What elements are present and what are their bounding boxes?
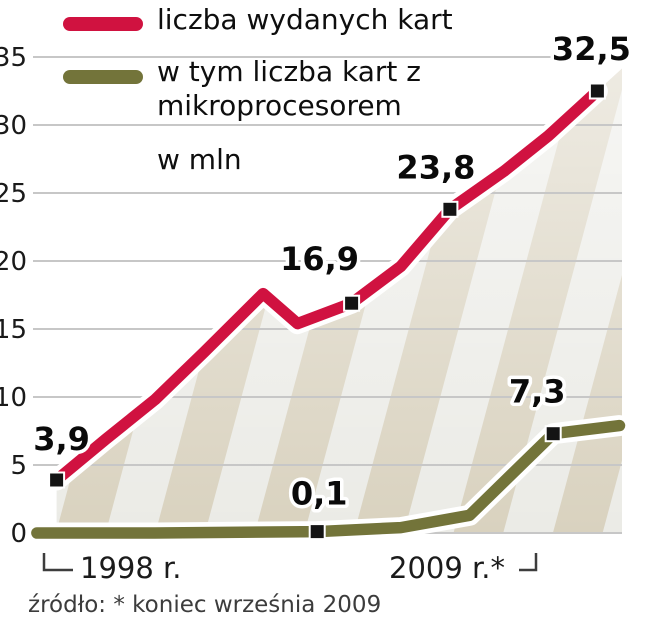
y-tick-label-0: 0 bbox=[10, 519, 27, 549]
legend-swatch-chip-cards bbox=[63, 70, 143, 84]
legend-label-chip-cards: w tym liczba kart z mikroprocesorem bbox=[157, 55, 421, 122]
value-label-16,9: 16,9 bbox=[280, 240, 359, 278]
y-tick-label-20: 20 bbox=[0, 247, 27, 277]
y-tick-label-10: 10 bbox=[0, 383, 27, 413]
y-tick-label-15: 15 bbox=[0, 315, 27, 345]
marker-16,9 bbox=[343, 294, 361, 312]
y-tick-label-25: 25 bbox=[0, 179, 27, 209]
value-label-32,5: 32,5 bbox=[552, 30, 631, 68]
marker-32,5 bbox=[588, 82, 606, 100]
marker-7,3 bbox=[544, 425, 562, 443]
marker-3,9 bbox=[48, 471, 66, 489]
y-tick-label-30: 30 bbox=[0, 111, 27, 141]
series-0-line bbox=[50, 85, 604, 486]
legend-label-issued-cards: liczba wydanych kart bbox=[157, 3, 453, 36]
x-axis-start-label: 1998 r. bbox=[80, 551, 182, 585]
x-axis-end-label: 2009 r.* bbox=[389, 551, 505, 585]
source-note: źródło: * koniec września 2009 bbox=[28, 592, 382, 618]
area-fade-overlay bbox=[56, 68, 623, 533]
value-label-23,8: 23,8 bbox=[396, 148, 475, 186]
marker-23,8 bbox=[441, 200, 459, 218]
value-label-0,1: 0,1 bbox=[291, 475, 348, 513]
axis-bracket-right bbox=[519, 553, 538, 572]
value-label-3,9: 3,9 bbox=[33, 420, 90, 458]
axis-bracket-left bbox=[42, 553, 73, 572]
legend-swatch-issued-cards bbox=[63, 17, 143, 31]
value-label-7,3: 7,3 bbox=[509, 373, 566, 411]
y-tick-label-35: 35 bbox=[0, 43, 27, 73]
y-tick-label-5: 5 bbox=[10, 451, 27, 481]
marker-0,1 bbox=[308, 523, 326, 541]
unit-label: w mln bbox=[157, 143, 242, 176]
